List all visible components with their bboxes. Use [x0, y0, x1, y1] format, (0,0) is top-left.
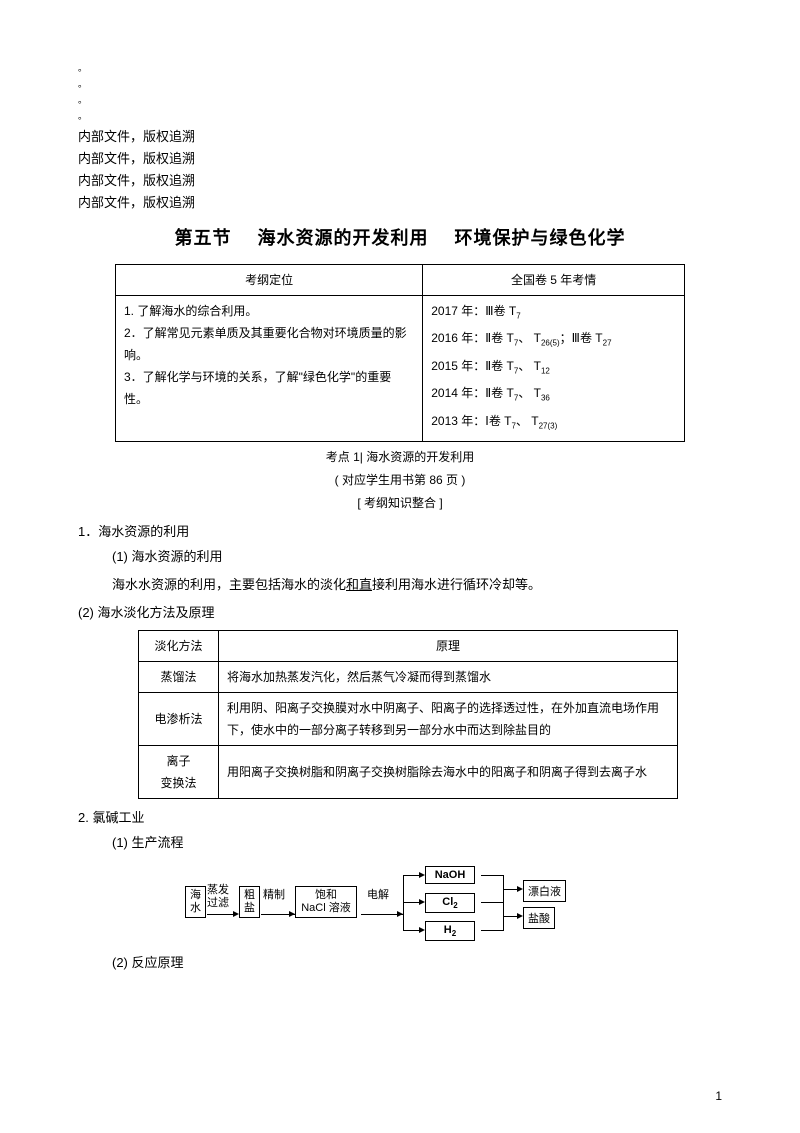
- section-2: 2. 氯碱工业: [78, 807, 722, 826]
- fc-naoh: NaOH: [425, 866, 475, 884]
- fc-electrolysis: 电解: [367, 886, 389, 902]
- section-1: 1．海水资源的利用: [78, 521, 722, 540]
- dot: 。: [78, 60, 722, 76]
- kaodian-heading: 考点 1| 海水资源的开发利用: [78, 448, 722, 465]
- internal-line: 内部文件，版权追溯: [78, 170, 722, 192]
- section-2-1: (1) 生产流程: [112, 832, 722, 854]
- t1-header-right: 全国卷 5 年考情: [423, 265, 685, 296]
- internal-line: 内部文件，版权追溯: [78, 126, 722, 148]
- t2-h1: 淡化方法: [139, 630, 219, 661]
- fc-seawater: 海水: [185, 886, 206, 918]
- t1-right-cell: 2017 年：Ⅲ卷 T7 2016 年：Ⅱ卷 T7、 T26(5)；Ⅲ卷 T27…: [423, 296, 685, 442]
- t1-right-4: 2014 年：Ⅱ卷 T7、 T36: [431, 382, 676, 409]
- section-2-2: (2) 反应原理: [112, 952, 722, 974]
- outline-heading: [ 考纲知识整合 ]: [78, 494, 722, 511]
- fc-hcl: 盐酸: [523, 907, 555, 929]
- t1-left-1: 1. 了解海水的综合利用。: [124, 300, 414, 322]
- t2-m1: 蒸馏法: [139, 661, 219, 692]
- dot: 。: [78, 76, 722, 92]
- t2-m2: 电渗析法: [139, 692, 219, 745]
- internal-line: 内部文件，版权追溯: [78, 148, 722, 170]
- t2-m3: 离子变换法: [139, 745, 219, 798]
- fc-saturated: 饱和NaCl 溶液: [295, 886, 357, 918]
- t1-right-1: 2017 年：Ⅲ卷 T7: [431, 300, 676, 327]
- t1-right-2: 2016 年：Ⅱ卷 T7、 T26(5)；Ⅲ卷 T27: [431, 327, 676, 354]
- fc-evap: 蒸发过滤: [207, 884, 229, 910]
- fc-h2: H2: [425, 921, 475, 941]
- fc-crude: 粗盐: [239, 886, 260, 918]
- fc-cl2: Cl2: [425, 893, 475, 913]
- title-part1: 第五节: [175, 228, 232, 248]
- decorative-dots: 。 。 。 。: [78, 60, 722, 124]
- t2-d3: 用阳离子交换树脂和阴离子交换树脂除去海水中的阳离子和阴离子得到去离子水: [219, 745, 678, 798]
- t1-left-2: 2．了解常见元素单质及其重要化合物对环境质量的影响。: [124, 322, 414, 366]
- t2-d2: 利用阴、阳离子交换膜对水中阴离子、阳离子的选择透过性，在外加直流电场作用下，使水…: [219, 692, 678, 745]
- title-part3: 环境保护与绿色化学: [455, 228, 626, 248]
- t2-h2: 原理: [219, 630, 678, 661]
- exam-outline-table: 考纲定位 全国卷 5 年考情 1. 了解海水的综合利用。 2．了解常见元素单质及…: [115, 264, 685, 442]
- page-reference: ( 对应学生用书第 86 页 ): [78, 471, 722, 488]
- t1-right-3: 2015 年：Ⅱ卷 T7、 T12: [431, 355, 676, 382]
- section-1-1-text: 海水水资源的利用，主要包括海水的淡化和直接利用海水进行循环冷却等。: [112, 574, 722, 596]
- t1-header-left: 考纲定位: [116, 265, 423, 296]
- internal-notes: 内部文件，版权追溯 内部文件，版权追溯 内部文件，版权追溯 内部文件，版权追溯: [78, 126, 722, 214]
- desalination-table: 淡化方法 原理 蒸馏法 将海水加热蒸发汽化，然后蒸气冷凝而得到蒸馏水 电渗析法 …: [138, 630, 678, 799]
- internal-line: 内部文件，版权追溯: [78, 192, 722, 214]
- page-title: 第五节 海水资源的开发利用 环境保护与绿色化学: [78, 224, 722, 250]
- dot: 。: [78, 108, 722, 124]
- t1-left-3: 3．了解化学与环境的关系，了解"绿色化学"的重要性。: [124, 366, 414, 410]
- t1-left-cell: 1. 了解海水的综合利用。 2．了解常见元素单质及其重要化合物对环境质量的影响。…: [116, 296, 423, 442]
- page-number: 1: [715, 1089, 722, 1103]
- fc-bleach: 漂白液: [523, 880, 566, 902]
- title-part2: 海水资源的开发利用: [258, 228, 429, 248]
- section-1-1: (1) 海水资源的利用: [112, 546, 722, 568]
- dot: 。: [78, 92, 722, 108]
- t2-d1: 将海水加热蒸发汽化，然后蒸气冷凝而得到蒸馏水: [219, 661, 678, 692]
- section-1-2: (2) 海水淡化方法及原理: [78, 602, 722, 624]
- t1-right-5: 2013 年：Ⅰ卷 T7、 T27(3): [431, 410, 676, 437]
- fc-refine: 精制: [263, 886, 285, 902]
- production-flowchart: 海水 蒸发过滤 粗盐 精制 饱和NaCl 溶液 电解 NaOH Cl2 H2 漂…: [185, 864, 615, 942]
